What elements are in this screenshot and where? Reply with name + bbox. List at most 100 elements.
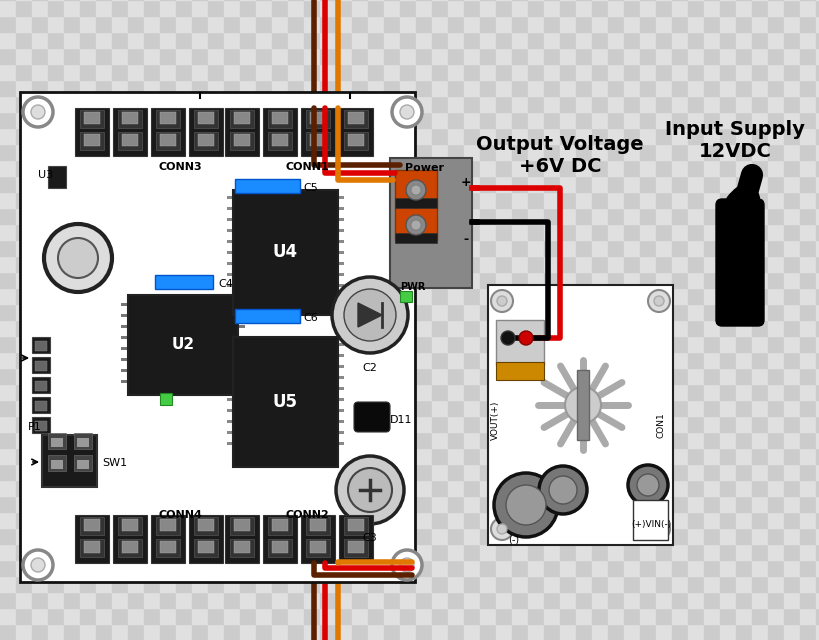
Bar: [767, 48, 783, 64]
Bar: [160, 144, 176, 160]
Bar: [96, 128, 112, 144]
Bar: [32, 256, 48, 272]
Bar: [719, 144, 735, 160]
Bar: [256, 368, 272, 384]
Bar: [128, 32, 144, 48]
Bar: [735, 208, 751, 224]
Bar: [176, 416, 192, 432]
Circle shape: [491, 518, 513, 540]
Bar: [192, 496, 208, 512]
Bar: [287, 160, 304, 176]
Text: C4: C4: [218, 279, 233, 289]
Bar: [639, 288, 655, 304]
Bar: [113, 515, 147, 563]
Bar: [447, 48, 464, 64]
Bar: [96, 176, 112, 192]
Bar: [815, 496, 819, 512]
Bar: [799, 288, 815, 304]
Bar: [80, 48, 96, 64]
Bar: [751, 368, 767, 384]
Bar: [144, 160, 160, 176]
Circle shape: [654, 296, 663, 306]
Bar: [511, 160, 527, 176]
Bar: [704, 0, 719, 16]
Bar: [336, 304, 351, 320]
Bar: [591, 384, 607, 400]
Bar: [415, 192, 432, 208]
Bar: [639, 16, 655, 32]
Bar: [639, 208, 655, 224]
Bar: [48, 592, 64, 608]
Bar: [351, 608, 368, 624]
Bar: [704, 112, 719, 128]
Bar: [527, 112, 543, 128]
Bar: [479, 64, 495, 80]
Bar: [35, 381, 47, 391]
Bar: [16, 208, 32, 224]
Bar: [268, 539, 292, 557]
Bar: [383, 416, 400, 432]
Bar: [607, 0, 623, 16]
Bar: [383, 288, 400, 304]
Bar: [176, 624, 192, 640]
Text: C6: C6: [303, 313, 318, 323]
Bar: [112, 208, 128, 224]
Bar: [368, 64, 383, 80]
Bar: [64, 288, 80, 304]
Bar: [351, 272, 368, 288]
Bar: [64, 0, 80, 16]
Bar: [655, 480, 672, 496]
Bar: [767, 208, 783, 224]
Bar: [799, 240, 815, 256]
Circle shape: [347, 468, 391, 512]
Bar: [511, 240, 527, 256]
Bar: [559, 272, 575, 288]
Bar: [32, 496, 48, 512]
Bar: [64, 80, 80, 96]
Bar: [672, 16, 687, 32]
Bar: [160, 541, 176, 553]
Bar: [227, 354, 233, 357]
Bar: [655, 160, 672, 176]
Bar: [128, 240, 144, 256]
Bar: [96, 208, 112, 224]
Bar: [121, 303, 128, 306]
Bar: [607, 144, 623, 160]
Bar: [655, 368, 672, 384]
Bar: [336, 608, 351, 624]
Bar: [495, 128, 511, 144]
Bar: [32, 608, 48, 624]
Bar: [319, 432, 336, 448]
Bar: [368, 576, 383, 592]
Bar: [672, 304, 687, 320]
Bar: [447, 32, 464, 48]
Bar: [368, 624, 383, 640]
Bar: [32, 304, 48, 320]
Bar: [80, 0, 96, 16]
Bar: [351, 48, 368, 64]
Bar: [128, 432, 144, 448]
Bar: [319, 336, 336, 352]
Bar: [799, 224, 815, 240]
Bar: [799, 384, 815, 400]
Bar: [240, 592, 256, 608]
Bar: [48, 288, 64, 304]
Bar: [495, 80, 511, 96]
Bar: [799, 160, 815, 176]
Bar: [783, 512, 799, 528]
Bar: [607, 384, 623, 400]
Bar: [192, 512, 208, 528]
Bar: [719, 400, 735, 416]
Bar: [192, 64, 208, 80]
Bar: [64, 320, 80, 336]
Bar: [256, 80, 272, 96]
Bar: [336, 336, 351, 352]
Bar: [623, 384, 639, 400]
Bar: [192, 432, 208, 448]
Bar: [128, 96, 144, 112]
Bar: [208, 176, 224, 192]
Bar: [527, 160, 543, 176]
Bar: [304, 416, 319, 432]
Bar: [227, 376, 233, 379]
Bar: [96, 560, 112, 576]
